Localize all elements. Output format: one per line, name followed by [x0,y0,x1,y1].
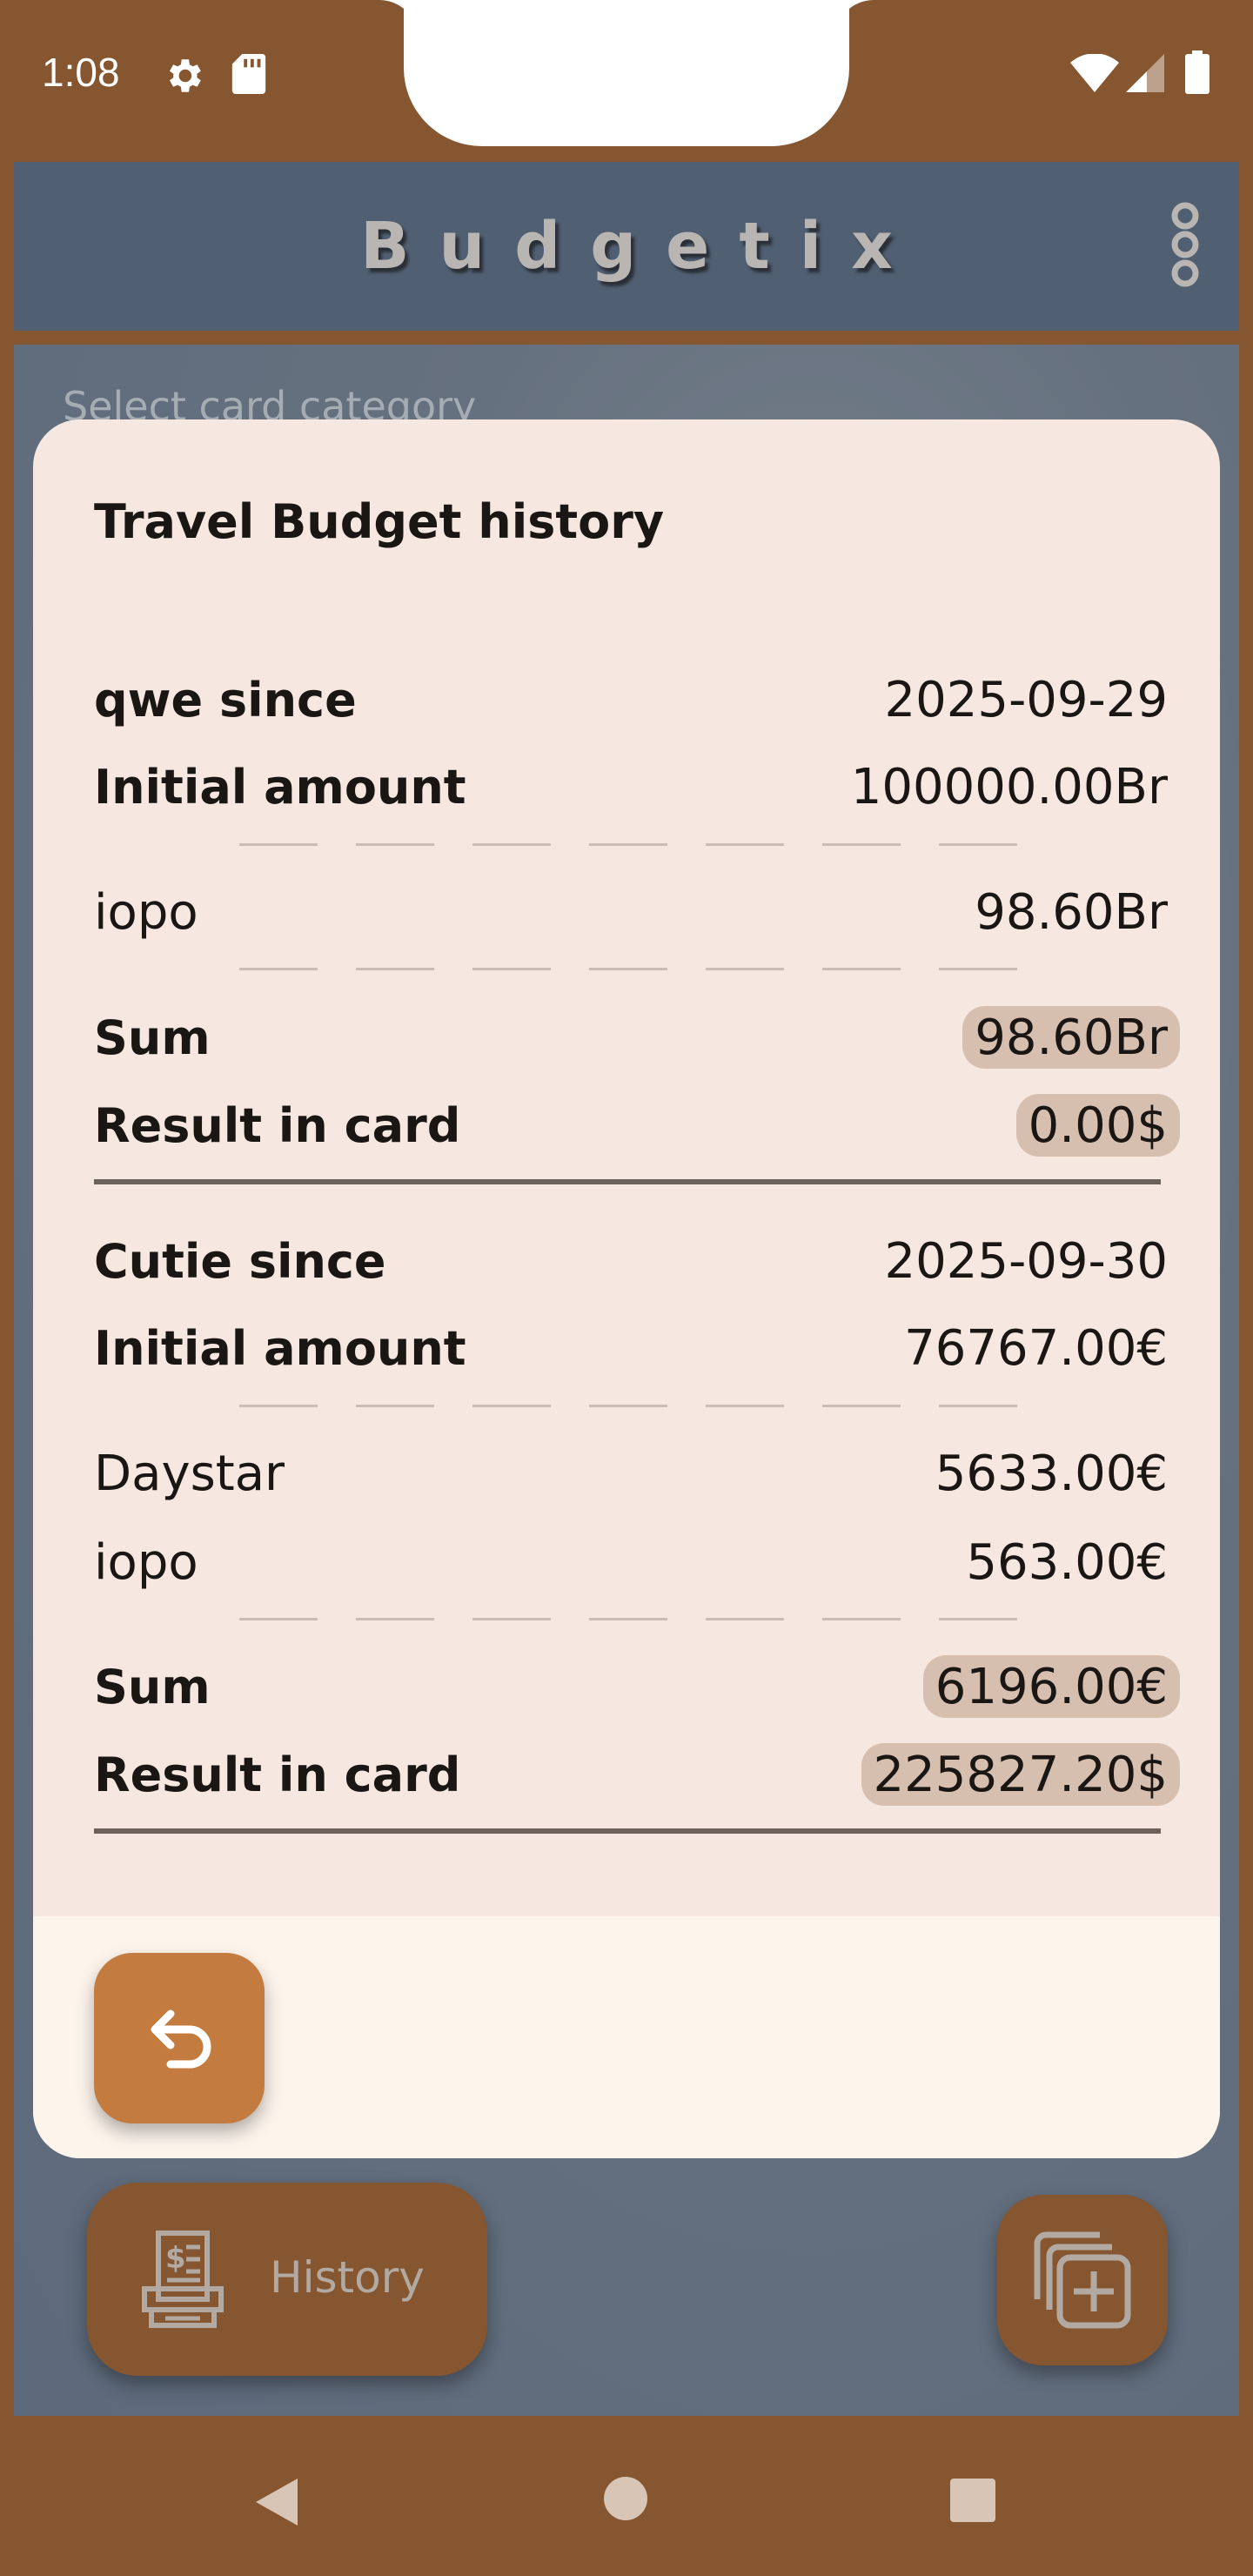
initial-amount-label: Initial amount [94,1320,466,1376]
dashed-separator [239,1618,1022,1620]
card-divider [94,1828,1161,1834]
overflow-menu-icon [1171,202,1199,287]
expense-name: iopo [94,883,198,941]
sum-row: Sum 98.60Br [94,1003,1180,1072]
svg-text:$: $ [165,2241,186,2276]
status-time: 1:08 [42,50,120,95]
card-since-date: 2025-09-30 [884,1232,1168,1290]
initial-amount-label: Initial amount [94,759,466,815]
card-header-row: qwe since 2025-09-29 [94,665,1180,735]
card-name-since: qwe since [94,672,357,728]
card-divider [94,1179,1161,1184]
result-value-badge: 0.00$ [1015,1094,1180,1157]
app-header: Budgetix [14,162,1239,331]
expense-name: Daystar [94,1445,285,1502]
expense-row: iopo 563.00€ [94,1527,1180,1597]
back-button[interactable] [94,1953,265,2123]
expense-row: iopo 98.60Br [94,877,1180,947]
history-dialog: Travel Budget history qwe since 2025-09-… [33,419,1220,2158]
battery-icon [1185,50,1209,97]
history-button[interactable]: $ History [87,2183,487,2376]
nav-back-icon[interactable] [254,2477,299,2527]
result-label: Result in card [94,1097,461,1153]
receipt-printer-icon: $ [142,2231,224,2328]
expense-amount: 5633.00€ [935,1445,1168,1502]
sum-label: Sum [94,1010,211,1065]
nav-recents-icon[interactable] [950,2479,995,2522]
dashed-separator [239,1405,1022,1407]
dialog-footer [33,1916,1220,2158]
result-label: Result in card [94,1747,461,1802]
result-row: Result in card 0.00$ [94,1090,1180,1160]
sum-value-badge: 6196.00€ [922,1655,1180,1718]
add-card-button[interactable] [997,2195,1168,2365]
dashed-separator [239,968,1022,970]
dashed-separator [239,843,1022,846]
sum-label: Sum [94,1659,211,1714]
settings-icon [162,54,205,101]
initial-amount-value: 100000.00Br [850,758,1168,815]
camera-notch [404,0,849,146]
result-value-badge: 225827.20$ [861,1743,1180,1806]
sum-value-badge: 98.60Br [962,1006,1180,1069]
expense-name: iopo [94,1533,198,1591]
overflow-menu-button[interactable] [1159,197,1211,292]
result-row: Result in card 225827.20$ [94,1740,1180,1809]
wifi-icon [1070,53,1119,96]
expense-amount: 98.60Br [975,883,1168,941]
card-name-since: Cutie since [94,1233,386,1289]
expense-amount: 563.00€ [966,1533,1168,1591]
cell-signal-icon [1126,54,1164,96]
sum-row: Sum 6196.00€ [94,1652,1180,1721]
card-header-row: Cutie since 2025-09-30 [94,1226,1180,1296]
nav-home-icon[interactable] [604,2477,647,2520]
history-label: History [270,2252,425,2303]
dialog-title: Travel Budget history [94,494,665,549]
add-card-icon [1034,2231,1131,2329]
app-title: Budgetix [360,209,922,284]
status-bar: 1:08 [0,0,1253,157]
initial-amount-row: Initial amount 100000.00Br [94,752,1180,822]
initial-amount-value: 76767.00€ [904,1319,1168,1377]
card-since-date: 2025-09-29 [884,671,1168,728]
system-nav-bar [0,2416,1253,2576]
sd-card-icon [231,54,266,97]
undo-arrow-icon [151,2009,211,2069]
expense-row: Daystar 5633.00€ [94,1439,1180,1508]
initial-amount-row: Initial amount 76767.00€ [94,1313,1180,1383]
